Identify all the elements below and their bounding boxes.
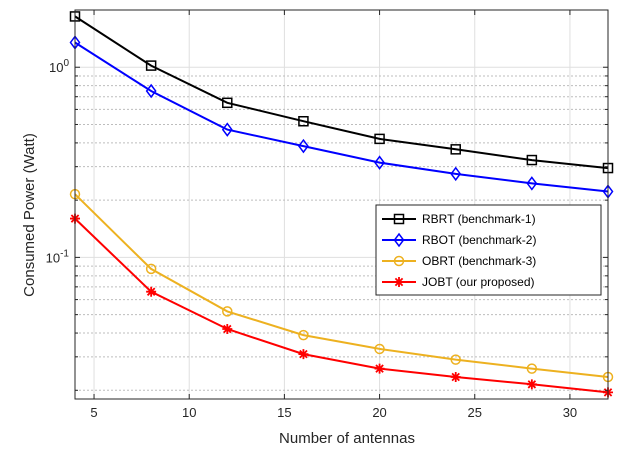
legend-marker [394,277,404,287]
legend-entry: JOBT (our proposed) [382,275,535,289]
legend: RBRT (benchmark-1) RBOT (benchmark-2) OBRT… [375,204,602,296]
data-point [450,144,461,155]
legend-marker [393,255,405,267]
x-tick-label: 10 [182,405,196,420]
legend-entry: OBRT (benchmark-3) [382,254,536,268]
data-point [298,329,309,341]
data-point [222,97,233,109]
series-line [74,193,609,378]
data-point [222,306,233,317]
data-point [221,122,233,137]
data-point [374,155,386,170]
data-point [526,363,538,374]
series-layer [69,11,614,398]
data-point [450,166,462,182]
y-tick-label: 100 [49,58,69,75]
axes-box [74,9,609,400]
x-tick-label: 20 [372,405,386,420]
series-line [74,15,609,170]
legend-label: RBRT (benchmark-1) [422,212,536,226]
x-tick-label: 5 [90,405,97,420]
data-point [297,138,309,154]
legend-marker [393,213,405,225]
series-line [74,217,609,394]
legend-entry: RBRT (benchmark-1) [382,212,536,226]
legend-label: OBRT (benchmark-3) [422,254,536,268]
legend-label: RBOT (benchmark-2) [422,233,536,247]
x-tick-label: 15 [277,405,291,420]
data-point [450,371,461,382]
data-point [145,60,157,71]
axes [74,9,609,400]
data-point [374,363,385,374]
data-point [146,286,157,297]
series-2 [69,35,614,199]
data-point [298,115,309,127]
legend-entry: RBOT (benchmark-2) [382,232,536,248]
data-point [526,154,538,166]
data-point [145,263,157,275]
x-axis-label: Number of antennas [279,430,415,447]
data-point [298,349,309,360]
data-point [222,324,233,335]
data-point [374,343,385,355]
y-axis-label: Consumed Power (Watt) [21,133,38,297]
tick-labels: 5 10 15 20 25 30 100 10-1 [46,58,578,420]
x-tick-label: 30 [563,405,577,420]
y-tick-label: 10-1 [46,248,70,265]
data-point [374,133,385,145]
legend-marker [393,232,405,248]
data-point [450,354,461,365]
data-point [526,176,538,191]
data-point [145,83,157,99]
x-tick-label: 25 [468,405,482,420]
data-point [526,379,537,390]
series-line [74,41,609,193]
legend-label: JOBT (our proposed) [422,275,535,289]
